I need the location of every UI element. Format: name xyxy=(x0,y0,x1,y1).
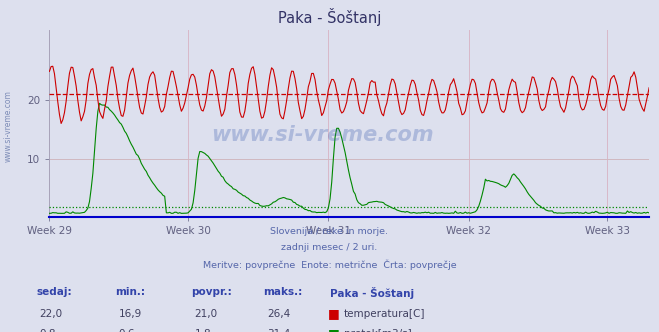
Text: min.:: min.: xyxy=(115,287,146,297)
Text: ■: ■ xyxy=(328,307,339,320)
Text: Paka - Šoštanj: Paka - Šoštanj xyxy=(278,8,381,26)
Text: Slovenija / reke in morje.: Slovenija / reke in morje. xyxy=(270,227,389,236)
Text: sedaj:: sedaj: xyxy=(36,287,72,297)
Text: zadnji mesec / 2 uri.: zadnji mesec / 2 uri. xyxy=(281,243,378,252)
Text: 0,8: 0,8 xyxy=(40,329,56,332)
Text: Meritve: povprečne  Enote: metrične  Črta: povprečje: Meritve: povprečne Enote: metrične Črta:… xyxy=(203,259,456,270)
Text: temperatura[C]: temperatura[C] xyxy=(344,309,426,319)
Text: 16,9: 16,9 xyxy=(119,309,142,319)
Text: 22,0: 22,0 xyxy=(40,309,63,319)
Text: 21,0: 21,0 xyxy=(194,309,217,319)
Text: www.si-vreme.com: www.si-vreme.com xyxy=(3,90,13,162)
Text: 0,6: 0,6 xyxy=(119,329,135,332)
Text: 26,4: 26,4 xyxy=(267,309,290,319)
Text: maks.:: maks.: xyxy=(264,287,303,297)
Text: 31,4: 31,4 xyxy=(267,329,290,332)
Text: ■: ■ xyxy=(328,327,339,332)
Text: Paka - Šoštanj: Paka - Šoštanj xyxy=(330,287,414,299)
Text: povpr.:: povpr.: xyxy=(191,287,232,297)
Text: www.si-vreme.com: www.si-vreme.com xyxy=(212,125,434,145)
Text: pretok[m3/s]: pretok[m3/s] xyxy=(344,329,412,332)
Text: 1,8: 1,8 xyxy=(194,329,211,332)
